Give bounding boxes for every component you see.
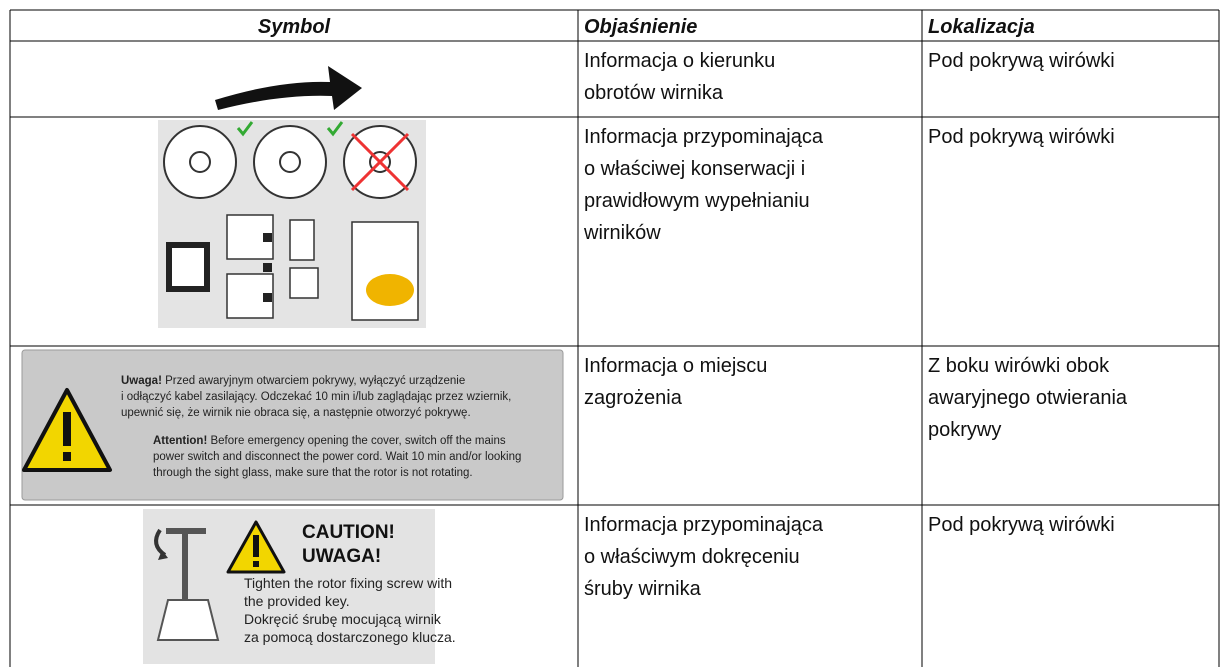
explanation: o właściwym dokręceniu [584, 546, 800, 568]
caution-text: the provided key. [244, 593, 350, 609]
header: Lokalizacja [928, 16, 1035, 38]
explanation: wirników [583, 222, 661, 244]
location: Pod pokrywą wirówki [928, 126, 1115, 148]
explanation: Informacja przypominająca [584, 126, 824, 148]
location: Z boku wirówki obok [928, 355, 1110, 377]
caution-text: Dokręcić śrubę mocującą wirnik [244, 611, 442, 627]
warning-text: Attention! Before emergency opening the … [153, 435, 506, 447]
table-grid [9, 9, 1220, 667]
explanation: o właściwej konserwacji i [584, 158, 805, 180]
caution-label [143, 509, 435, 664]
warning-text: Before emergency opening the cover, swit… [207, 435, 506, 447]
warning-lead: Attention! [153, 435, 207, 447]
warning-text: Uwaga! Przed awaryjnym otwarciem pokrywy… [121, 375, 465, 387]
explanation: Informacja o kierunku [584, 50, 775, 72]
warning-text: power switch and disconnect the power co… [153, 451, 521, 463]
warning-text: through the sight glass, make sure that … [153, 467, 473, 479]
location: Pod pokrywą wirówki [928, 514, 1115, 536]
warning-label [21, 349, 564, 501]
location: awaryjnego otwierania [928, 387, 1128, 409]
header: Objaśnienie [584, 16, 697, 38]
warning-text: i odłączyć kabel zasilający. Odczekać 10… [121, 391, 511, 403]
caution-text: za pomocą dostarczonego klucza. [244, 629, 456, 645]
caution-text: Tighten the rotor fixing screw with [244, 575, 452, 591]
header: Symbol [258, 16, 331, 38]
explanation: Informacja przypominająca [584, 514, 824, 536]
explanation: obrotów wirnika [584, 82, 724, 104]
location: Pod pokrywą wirówki [928, 50, 1115, 72]
maintenance-pictogram [158, 120, 426, 328]
warning-lead: Uwaga! [121, 375, 162, 387]
explanation: śruby wirnika [584, 578, 702, 600]
warning-text: upewnić się, że wirnik nie obraca się, a… [121, 407, 471, 419]
warning-text: Przed awaryjnym otwarciem pokrywy, wyłąc… [162, 375, 465, 387]
explanation: prawidłowym wypełnianiu [584, 190, 810, 212]
caution-heading: UWAGA! [302, 546, 381, 567]
caution-heading: CAUTION! [302, 522, 395, 543]
explanation: zagrożenia [584, 387, 683, 409]
explanation: Informacja o miejscu [584, 355, 767, 377]
rotation-arrow [215, 66, 362, 110]
location: pokrywy [928, 419, 1001, 441]
